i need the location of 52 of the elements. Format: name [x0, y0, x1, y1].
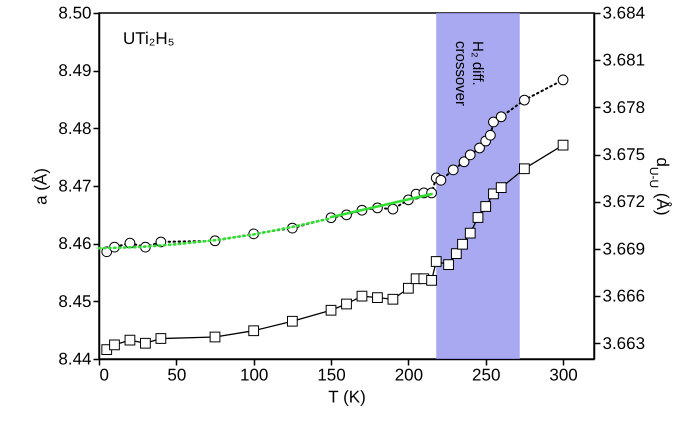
point — [109, 339, 120, 350]
y2-tick-label: 3.663 — [602, 334, 646, 353]
point — [448, 164, 459, 176]
point — [458, 156, 470, 168]
y2-tick-label: 3.669 — [602, 239, 646, 258]
point — [457, 238, 468, 250]
y2-tick-label: 3.684 — [602, 4, 646, 22]
y2-tick-label: 3.681 — [602, 50, 646, 70]
x-tick-label: 50 — [167, 366, 186, 384]
y2-tick-label: 3.678 — [602, 98, 646, 117]
point — [474, 142, 485, 154]
y-tick-label: 8.47 — [58, 176, 92, 196]
y2-tick-label: 3.675 — [602, 145, 646, 164]
point — [426, 274, 437, 286]
point — [248, 325, 260, 336]
point — [435, 174, 446, 186]
point — [341, 298, 352, 310]
point — [488, 116, 499, 128]
point — [443, 259, 454, 270]
point — [140, 338, 151, 349]
point — [210, 332, 220, 342]
point — [286, 316, 298, 327]
x-tick-label: 100 — [240, 366, 268, 384]
x-tick-label: 250 — [472, 366, 500, 384]
x-tick-label: 150 — [317, 366, 346, 384]
point — [484, 130, 496, 141]
x-tick-label: 200 — [394, 366, 424, 384]
y-tick-label: 8.46 — [58, 234, 92, 254]
y-tick-label: 8.50 — [58, 4, 92, 22]
y2-tick-label: 3.666 — [602, 286, 646, 306]
point — [496, 182, 507, 193]
y-tick-label: 8.44 — [58, 350, 92, 368]
point — [326, 304, 336, 316]
point — [519, 163, 530, 174]
y-tick-label: 8.48 — [58, 118, 92, 138]
x-tick-label: 0 — [100, 366, 109, 384]
point — [450, 248, 462, 259]
point — [480, 201, 492, 212]
point — [472, 212, 484, 223]
point — [430, 256, 442, 267]
y-axis-title: a (Å) — [31, 168, 50, 205]
point — [388, 294, 398, 305]
y-tick-label: 8.45 — [58, 292, 92, 311]
band-label: H₂ diff. crossover — [452, 41, 486, 106]
y-tick-label: 8.49 — [58, 61, 92, 80]
point — [464, 149, 476, 160]
point — [496, 111, 507, 122]
annotation: UTi₂H₅ — [123, 29, 175, 48]
y2-tick-label: 3.672 — [602, 192, 646, 212]
x-tick-label: 300 — [549, 366, 578, 384]
x-axis-title: T (K) — [328, 388, 366, 406]
point — [464, 228, 476, 239]
